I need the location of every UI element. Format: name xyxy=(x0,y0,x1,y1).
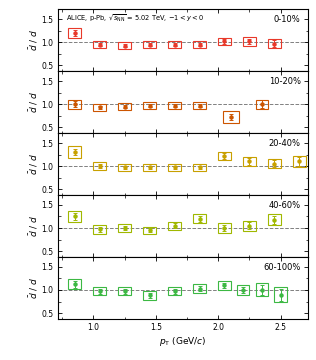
Text: 20-40%: 20-40% xyxy=(269,139,301,148)
Bar xyxy=(69,146,81,158)
Bar xyxy=(94,287,106,296)
Bar xyxy=(168,41,181,48)
Bar xyxy=(218,38,231,45)
Bar xyxy=(143,102,156,109)
Bar xyxy=(222,111,239,123)
Bar xyxy=(143,41,156,48)
Bar xyxy=(94,162,106,170)
Bar xyxy=(293,156,306,167)
Bar xyxy=(69,28,81,38)
Bar xyxy=(256,283,268,296)
Bar xyxy=(237,285,249,295)
Bar xyxy=(243,221,256,231)
X-axis label: $p_{\mathrm{T}}$ (GeV/$c$): $p_{\mathrm{T}}$ (GeV/$c$) xyxy=(160,335,207,348)
Text: 40-60%: 40-60% xyxy=(269,201,301,210)
Bar xyxy=(118,224,131,232)
Y-axis label: $\bar{d}$ / $d$: $\bar{d}$ / $d$ xyxy=(27,276,40,299)
Text: 10-20%: 10-20% xyxy=(269,77,301,86)
Bar xyxy=(274,287,287,302)
Bar xyxy=(168,164,181,171)
Y-axis label: $\bar{d}$ / $d$: $\bar{d}$ / $d$ xyxy=(27,215,40,237)
Bar xyxy=(143,291,156,300)
Y-axis label: $\bar{d}$ / $d$: $\bar{d}$ / $d$ xyxy=(27,29,40,51)
Bar xyxy=(143,227,156,234)
Bar xyxy=(256,100,268,109)
Bar xyxy=(118,164,131,171)
Bar xyxy=(94,41,106,48)
Y-axis label: $\bar{d}$ / $d$: $\bar{d}$ / $d$ xyxy=(27,153,40,175)
Bar xyxy=(69,100,81,109)
Bar xyxy=(143,164,156,171)
Bar xyxy=(118,287,131,296)
Bar xyxy=(118,42,131,49)
Bar xyxy=(218,224,231,233)
Bar xyxy=(268,39,281,48)
Bar xyxy=(193,41,206,48)
Bar xyxy=(193,102,206,109)
Text: 0-10%: 0-10% xyxy=(274,15,301,24)
Bar xyxy=(243,157,256,166)
Bar xyxy=(268,214,281,225)
Y-axis label: $\bar{d}$ / $d$: $\bar{d}$ / $d$ xyxy=(27,91,40,113)
Bar xyxy=(168,221,181,230)
Bar xyxy=(218,281,231,290)
Bar xyxy=(243,37,256,45)
Bar xyxy=(168,287,181,296)
Text: 60-100%: 60-100% xyxy=(263,263,301,272)
Text: ALICE, p-Pb, $\sqrt{s_{\mathrm{NN}}}$ = 5.02 TeV, $-1 < y < 0$: ALICE, p-Pb, $\sqrt{s_{\mathrm{NN}}}$ = … xyxy=(66,12,204,24)
Bar xyxy=(168,102,181,109)
Bar xyxy=(69,211,81,221)
Bar xyxy=(69,279,81,289)
Bar xyxy=(94,104,106,111)
Bar xyxy=(218,152,231,160)
Bar xyxy=(193,214,206,224)
Bar xyxy=(94,225,106,234)
Bar xyxy=(268,159,281,168)
Bar xyxy=(193,164,206,171)
Bar xyxy=(118,103,131,110)
Bar xyxy=(193,284,206,293)
